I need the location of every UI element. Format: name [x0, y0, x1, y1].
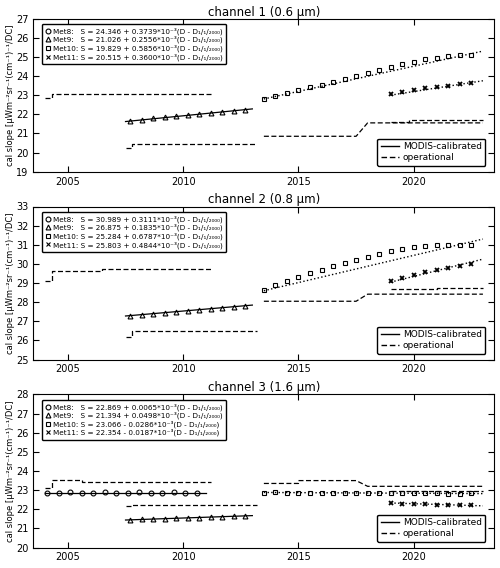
- Legend: MODIS-calibrated, operational: MODIS-calibrated, operational: [378, 327, 486, 354]
- Title: channel 1 (0.6 μm): channel 1 (0.6 μm): [208, 6, 320, 19]
- Y-axis label: cal slope [μWm⁻²sr⁻¹(cm⁻¹)⁻¹/DC]: cal slope [μWm⁻²sr⁻¹(cm⁻¹)⁻¹/DC]: [6, 24, 15, 166]
- Legend: MODIS-calibrated, operational: MODIS-calibrated, operational: [378, 139, 486, 166]
- Legend: MODIS-calibrated, operational: MODIS-calibrated, operational: [378, 515, 486, 541]
- Title: channel 3 (1.6 μm): channel 3 (1.6 μm): [208, 382, 320, 394]
- Y-axis label: cal slope [μWm⁻²sr⁻¹(cm⁻¹)⁻¹/DC]: cal slope [μWm⁻²sr⁻¹(cm⁻¹)⁻¹/DC]: [6, 400, 15, 542]
- Title: channel 2 (0.8 μm): channel 2 (0.8 μm): [208, 194, 320, 207]
- Y-axis label: cal slope [μWm⁻²sr⁻¹(cm⁻¹)⁻¹/DC]: cal slope [μWm⁻²sr⁻¹(cm⁻¹)⁻¹/DC]: [6, 212, 15, 354]
